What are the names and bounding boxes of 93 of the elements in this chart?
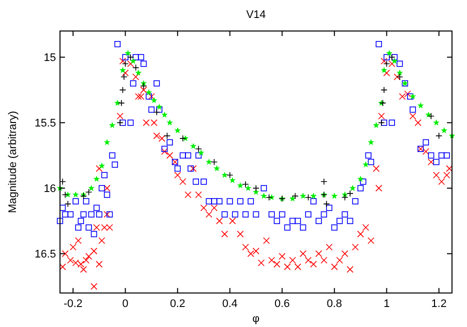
x-tick-label: 0.4 — [222, 298, 238, 310]
point — [346, 190, 354, 197]
point — [120, 73, 128, 80]
point — [380, 86, 388, 94]
point — [428, 112, 434, 120]
point — [195, 146, 202, 152]
point — [252, 184, 260, 192]
point — [109, 122, 116, 128]
point — [310, 192, 317, 199]
point — [362, 161, 369, 168]
point — [323, 200, 330, 208]
point — [124, 50, 132, 56]
point — [378, 119, 385, 126]
point — [64, 200, 72, 208]
y-tick-label: 15 — [44, 52, 56, 64]
point — [118, 100, 125, 106]
point — [119, 86, 126, 94]
point — [425, 111, 432, 118]
point — [198, 149, 204, 156]
point — [396, 73, 404, 80]
point — [226, 172, 234, 178]
point — [116, 119, 124, 126]
point — [127, 54, 134, 61]
point — [368, 138, 374, 146]
chart-title: V14 — [246, 9, 266, 21]
point — [88, 184, 95, 191]
point — [130, 58, 136, 64]
point — [161, 111, 168, 118]
point — [436, 132, 442, 140]
point — [206, 158, 212, 165]
point — [320, 178, 328, 186]
point — [417, 102, 424, 108]
point — [357, 176, 364, 182]
point — [153, 108, 160, 116]
y-tick-label: 16 — [44, 183, 56, 196]
point — [150, 97, 158, 104]
point — [64, 191, 72, 198]
point — [221, 172, 228, 178]
x-tick-label: 1 — [384, 298, 390, 310]
x-tick-label: 1.2 — [431, 298, 447, 310]
point — [164, 132, 171, 140]
point — [114, 100, 121, 106]
x-tick-label: 0 — [122, 298, 128, 310]
point — [166, 119, 173, 126]
y-axis-title: Magnitude (arbitrary) — [7, 110, 19, 214]
y-tick-label: 15.5 — [34, 118, 56, 130]
point — [122, 60, 129, 68]
point — [104, 138, 110, 146]
point — [190, 142, 197, 150]
point — [229, 176, 236, 184]
point — [179, 135, 186, 142]
point — [433, 119, 440, 126]
point — [388, 54, 396, 61]
x-tick-label: 0.8 — [326, 298, 342, 310]
point — [135, 70, 142, 76]
x-tick-label: -0.2 — [64, 298, 83, 310]
point — [214, 165, 220, 172]
x-tick-label: 0.6 — [274, 298, 290, 310]
point — [244, 184, 252, 191]
point — [237, 182, 244, 188]
x-tick-label: 0.2 — [170, 298, 186, 310]
point — [242, 180, 249, 188]
point — [331, 192, 338, 199]
point — [341, 194, 348, 201]
point — [146, 89, 152, 96]
point — [410, 93, 416, 100]
point — [140, 82, 148, 90]
point — [292, 192, 299, 200]
point — [174, 127, 181, 134]
point — [85, 188, 92, 196]
point — [396, 70, 403, 76]
x-axis-title: φ — [252, 313, 260, 325]
point — [304, 194, 312, 201]
point — [386, 50, 393, 56]
point — [72, 191, 79, 198]
point — [266, 194, 272, 201]
point — [119, 66, 126, 74]
point — [300, 192, 306, 199]
point — [383, 60, 390, 68]
point — [391, 58, 398, 64]
point — [349, 184, 356, 191]
point — [98, 162, 106, 169]
point — [372, 122, 380, 128]
y-tick-label: 16.5 — [34, 248, 56, 261]
point — [132, 64, 140, 72]
point — [156, 104, 163, 110]
point — [62, 191, 69, 198]
point — [440, 127, 448, 134]
point — [210, 158, 218, 166]
point — [93, 176, 100, 182]
point — [260, 192, 268, 199]
point — [380, 66, 388, 74]
point — [289, 195, 296, 202]
